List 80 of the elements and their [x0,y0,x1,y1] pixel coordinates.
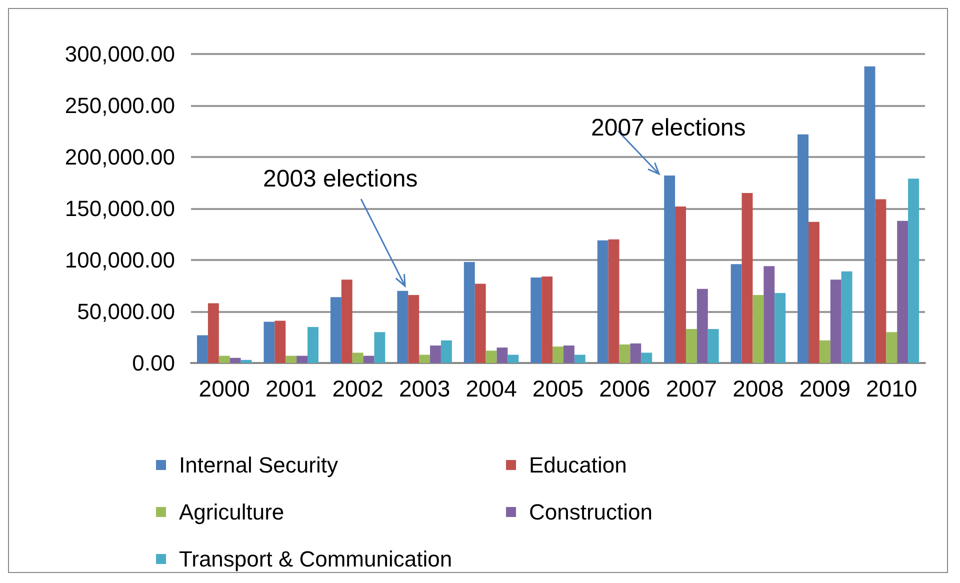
x-tick-label: 2008 [732,376,784,402]
y-tick-label: 50,000.00 [77,299,175,324]
bar [686,329,697,363]
bar [708,329,719,363]
x-tick-label: 2003 [398,376,450,402]
legend-label: Construction [529,500,653,524]
x-tick-label: 2004 [466,376,518,402]
bar [496,348,508,363]
bar [641,352,652,363]
x-tick-label: 2002 [332,376,384,402]
bar [240,360,252,363]
legend-label: Agriculture [179,500,284,524]
bar [742,193,753,363]
bar [218,356,230,363]
bar [397,290,408,363]
bar [819,340,830,363]
bar [675,206,686,363]
bar [730,264,742,363]
bar [608,239,620,363]
annotation: 2003 elections [263,166,418,192]
bar [864,66,876,363]
y-tick-label: 100,000.00 [64,248,175,272]
bar [830,280,842,363]
y-tick-label: 200,000.00 [64,144,175,170]
bar [230,358,241,363]
bar [208,303,219,363]
legend-label: Internal Security [179,452,338,478]
bar [530,278,542,363]
bar [486,350,497,363]
bar [841,271,852,363]
legend-label: Transport & Communication [179,546,452,572]
bar [664,176,676,363]
x-tick-label: 2006 [599,376,650,402]
bar [752,295,764,363]
bar [619,344,630,363]
bar [798,134,808,363]
bar [464,262,475,363]
bar [286,356,297,363]
x-tick-label: 2000 [198,376,250,402]
x-tick-label: 2009 [799,376,850,402]
annotation: 2007 elections [591,114,746,142]
bar [597,240,608,363]
bar [542,276,553,363]
bar [419,354,430,363]
bar [264,322,275,363]
bar [430,345,441,363]
bar [374,332,386,363]
bar [308,326,318,363]
bar [908,178,919,363]
y-tick-label: 0.00 [132,350,175,376]
bar [563,345,574,363]
bar [808,222,820,363]
bar [296,356,308,363]
bar [440,340,452,363]
y-tick-label: 150,000.00 [64,196,175,221]
x-tick-label: 2010 [866,376,918,402]
bar [875,199,886,363]
bar [764,266,775,363]
bar [886,332,898,363]
bar [363,356,374,363]
bar [274,320,286,363]
bar [408,295,420,363]
bar [630,343,642,363]
bar [774,292,786,363]
bar [474,284,486,363]
bar [552,346,564,363]
bar [197,335,208,363]
y-tick-label: 300,000.00 [64,42,175,66]
legend-label: Education [529,452,627,478]
x-tick-label: 2007 [666,376,718,402]
bar [341,280,352,363]
bar [330,297,342,363]
bar [508,354,519,363]
x-tick-label: 2005 [532,376,584,402]
x-tick-label: 2001 [266,376,317,402]
bar [696,288,708,363]
bar [352,352,364,363]
y-tick-label: 250,000.00 [64,93,175,118]
bar [574,354,586,363]
bar [897,220,908,363]
